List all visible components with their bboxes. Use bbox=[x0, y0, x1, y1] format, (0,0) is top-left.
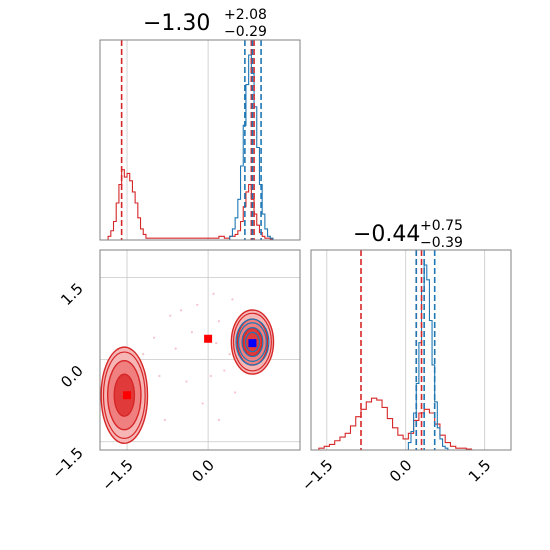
joint-sample-point-7 bbox=[152, 336, 156, 339]
title-param2-main: −0.44 bbox=[353, 222, 420, 247]
title-param1: −1.30 bbox=[143, 11, 210, 36]
joint-sample-point-0 bbox=[179, 309, 183, 312]
joint-red-contour-outer2-1 bbox=[232, 312, 272, 372]
joint-frame bbox=[99, 249, 301, 451]
joint-sample-point-2 bbox=[196, 303, 199, 306]
joint-panel bbox=[99, 249, 301, 451]
marginal-param1-blue-histogram bbox=[229, 54, 274, 240]
marginal-param2-x-tick-label-2: 1.5 bbox=[465, 456, 495, 486]
joint-sample-point-13 bbox=[142, 353, 145, 356]
title-param1-sup: +2.08 bbox=[224, 7, 267, 23]
title-param1-main: −1.30 bbox=[143, 11, 210, 36]
joint-blue-contour-inner bbox=[244, 331, 260, 353]
joint-y-tick-label-2: −1.5 bbox=[48, 444, 86, 482]
joint-sample-point-16 bbox=[185, 380, 188, 383]
joint-sample-point-1 bbox=[190, 331, 193, 334]
joint-x-tick-label-0: −1.5 bbox=[98, 456, 136, 494]
joint-sample-point-4 bbox=[217, 320, 221, 323]
joint-sample-point-6 bbox=[158, 374, 161, 378]
marginal-param1-red-histogram bbox=[107, 169, 276, 241]
joint-sample-point-12 bbox=[217, 418, 221, 421]
joint-sample-point-10 bbox=[234, 391, 237, 394]
marginal-param2-x-tick-label-0: −1.5 bbox=[298, 456, 336, 494]
joint-y-tick-label-1: 0.0 bbox=[57, 362, 87, 392]
marginal-param1-panel bbox=[99, 39, 301, 241]
marginal-param2-red-histogram bbox=[318, 397, 477, 451]
joint-sample-point-19 bbox=[169, 314, 172, 317]
joint-blue-contour-3 bbox=[241, 326, 264, 358]
joint-sample-point-14 bbox=[163, 418, 166, 421]
joint-sample-point-11 bbox=[201, 402, 204, 405]
joint-sample-point-15 bbox=[215, 342, 218, 345]
joint-blue-contour-outer bbox=[235, 318, 270, 366]
marginal-param2-x-tick-label-1: 0.0 bbox=[386, 456, 416, 486]
joint-blue-marker bbox=[248, 339, 257, 348]
joint-sample-point-3 bbox=[212, 292, 215, 295]
marginal-param2-panel bbox=[310, 249, 512, 451]
joint-sample-point-18 bbox=[209, 374, 212, 378]
joint-sample-point-5 bbox=[174, 347, 177, 350]
joint-red-marker bbox=[204, 334, 213, 343]
title-param1-sub: −0.29 bbox=[224, 24, 267, 40]
marginal-param2-frame bbox=[310, 249, 512, 451]
joint-x-tick-label-1: 0.0 bbox=[188, 456, 218, 486]
joint-sample-point-8 bbox=[223, 369, 226, 372]
joint-red-marker-2 bbox=[123, 391, 132, 400]
joint-sample-point-17 bbox=[231, 298, 234, 301]
marginal-param2-blue-histogram bbox=[407, 264, 449, 450]
joint-sample-point-9 bbox=[228, 353, 231, 356]
title-param2-sup: +0.75 bbox=[420, 218, 463, 234]
joint-red-contour-outer2-0 bbox=[102, 351, 146, 439]
joint-y-tick-label-0: 1.5 bbox=[57, 279, 87, 309]
marginal-param1-frame bbox=[99, 39, 301, 241]
title-param2-sub: −0.39 bbox=[420, 235, 463, 251]
joint-blue-contour-2 bbox=[237, 322, 267, 362]
